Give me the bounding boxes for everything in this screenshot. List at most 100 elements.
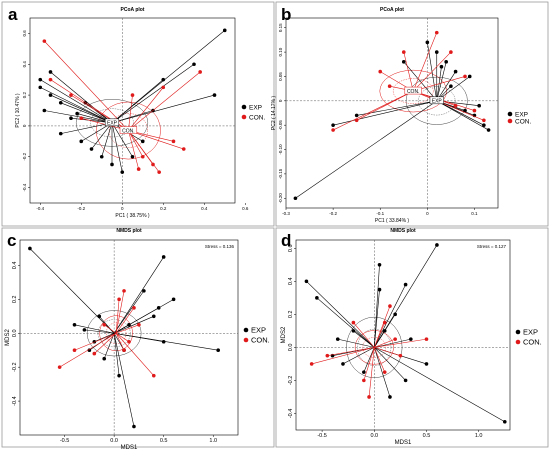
panel-letter: c [7,231,16,250]
data-point-exp [331,123,335,127]
data-point-con [122,348,126,353]
data-point-exp [130,154,135,159]
spider-line-con [412,51,452,92]
y-axis-label: MDS2 [281,326,287,343]
data-point-con [331,128,335,132]
data-point-exp [97,314,102,319]
data-point-con [382,320,387,325]
data-point-exp [120,170,125,174]
legend-marker [243,327,249,333]
spider-line-exp [113,256,164,334]
y-tick-label: 0.2 [288,311,294,319]
spider-line-exp [40,79,113,124]
data-point-exp [304,279,309,284]
spider-line-exp [436,61,447,101]
data-point-exp [502,419,507,424]
spider-line-con [374,338,396,348]
spider-line-exp [374,347,505,422]
ellipse-con [379,69,447,113]
x-tick-label: 0.4 [201,206,208,211]
y-tick-label: -0.4 [22,183,27,191]
data-point-exp [393,312,397,317]
x-tick-label: -0.3 [282,211,290,216]
data-point-exp [216,348,220,353]
spider-line-exp [337,338,375,348]
data-point-con [161,85,166,90]
spider-line-exp [50,94,113,124]
x-tick-label: -0.1 [376,211,384,216]
spider-line-exp [84,329,115,334]
y-tick-label: -0.05 [278,120,283,131]
spider-line-con [363,347,375,381]
spider-line-exp [111,30,225,124]
spider-line-exp [436,71,456,101]
stress-label: Stress = 0.136 [205,244,235,249]
spider-line-exp [50,71,113,124]
y-tick-label: 0.6 [288,244,294,252]
panel-c: c NMDS plot Stress = 0.136 -0.5 0.0 0.5 1.0 0.4… [1,227,275,449]
stress-label: Stress = 0.127 [477,244,507,249]
spider-line-con [128,87,164,131]
spider-line-exp [74,324,115,334]
data-point-exp [132,424,136,429]
spider-line-exp [436,100,485,126]
ellipse-inner-con [108,113,148,148]
spider-line-con [115,299,120,334]
spider-line-con [128,130,184,150]
ellipse-con [95,101,161,160]
panel-letter: d [281,231,291,250]
x-tick-label: -0.2 [77,206,85,211]
centroid-box [429,96,444,105]
data-point-exp [79,139,84,144]
data-point-con [362,378,366,383]
spider-line-exp [29,248,115,334]
data-point-exp [42,108,47,113]
data-point-exp [38,77,43,82]
x-tick-label: 0.0 [110,438,118,444]
data-point-exp [117,373,121,378]
legend-marker [241,114,247,120]
legend-label: EXP [523,327,538,336]
spider-line-con [327,347,375,356]
spider-line-con [368,347,375,397]
x-tick-label: 0.5 [423,433,431,439]
spider-line-exp [60,122,113,134]
x-tick-label: 0.1 [471,211,478,216]
spider-line-exp [111,122,133,157]
data-point-exp [377,287,382,292]
spider-line-exp [101,122,113,157]
spider-line-exp [306,281,375,348]
chart-title: NMDS plot [116,228,142,234]
data-point-exp [82,328,87,332]
data-point-con [69,93,73,97]
data-point-con [42,39,47,43]
spider-line-exp [374,330,385,348]
centroid-box [119,126,138,134]
y-tick-label: -0.2 [22,152,27,160]
legend-label: CON. [515,118,531,125]
centroid-box [404,86,422,95]
legend-label: EXP [251,325,266,334]
legend-label: CON. [249,114,265,121]
spider-line-con [311,347,375,365]
y-axis-label: MDS2 [5,329,11,346]
spider-line-con [115,333,154,376]
spider-line-con [356,90,414,121]
data-point-con [157,170,161,174]
data-point-con [122,289,126,293]
data-point-exp [467,74,472,79]
data-point-exp [486,128,491,132]
spider-line-exp [436,100,489,131]
data-point-exp [425,40,430,45]
ellipse-inner-con [392,78,434,104]
spider-line-exp [356,100,437,116]
y-tick-label: -0.4 [288,409,294,418]
spider-line-exp [316,297,375,348]
data-point-exp [463,108,467,113]
data-point-exp [424,362,429,366]
data-point-con [136,167,141,171]
ellipse-inner-con [362,337,387,358]
spider-line-con [374,338,427,348]
data-point-con [351,320,356,325]
y-tick-label: 0.05 [278,72,283,81]
